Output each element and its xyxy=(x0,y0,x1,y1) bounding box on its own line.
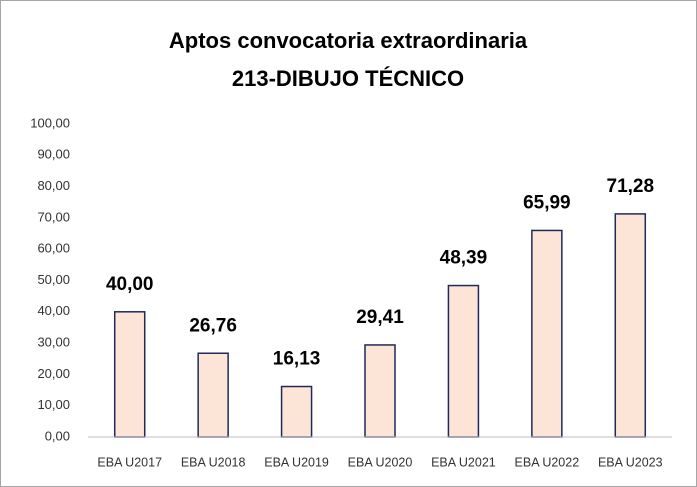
y-tick-label: 90,00 xyxy=(37,147,70,162)
value-label: 40,00 xyxy=(106,274,154,295)
x-tick-label: EBA U2023 xyxy=(598,455,663,469)
value-label: 26,76 xyxy=(189,315,237,336)
y-tick-label: 20,00 xyxy=(37,366,70,381)
bar xyxy=(531,229,563,438)
bar xyxy=(447,284,480,438)
bar xyxy=(197,352,229,438)
y-tick-label: 40,00 xyxy=(37,303,70,318)
bar xyxy=(614,213,647,438)
y-tick-label: 50,00 xyxy=(37,272,70,287)
bar xyxy=(113,311,146,438)
y-tick-label: 80,00 xyxy=(37,178,70,193)
x-tick-label: EBA U2019 xyxy=(264,455,329,469)
value-label: 16,13 xyxy=(273,349,321,370)
value-label: 48,39 xyxy=(440,248,488,269)
bar xyxy=(364,344,396,438)
value-label: 65,99 xyxy=(523,192,571,213)
value-label: 71,28 xyxy=(607,176,655,197)
y-tick-label: 60,00 xyxy=(37,241,70,256)
y-tick-label: 0,00 xyxy=(45,428,70,443)
y-tick-label: 30,00 xyxy=(37,335,70,350)
x-tick-label: EBA U2017 xyxy=(97,455,162,469)
y-tick-label: 10,00 xyxy=(37,397,70,412)
bar xyxy=(280,385,313,438)
x-tick-label: EBA U2020 xyxy=(348,455,413,469)
y-tick-label: 70,00 xyxy=(37,209,70,224)
chart-title: 213-DIBUJO TÉCNICO xyxy=(232,66,464,91)
x-tick-label: EBA U2021 xyxy=(431,455,496,469)
x-tick-label: EBA U2022 xyxy=(515,455,580,469)
value-label: 29,41 xyxy=(356,307,404,328)
x-tick-label: EBA U2018 xyxy=(181,455,246,469)
y-tick-label: 100,00 xyxy=(30,115,70,130)
chart-title: Aptos convocatoria extraordinaria xyxy=(169,28,528,53)
